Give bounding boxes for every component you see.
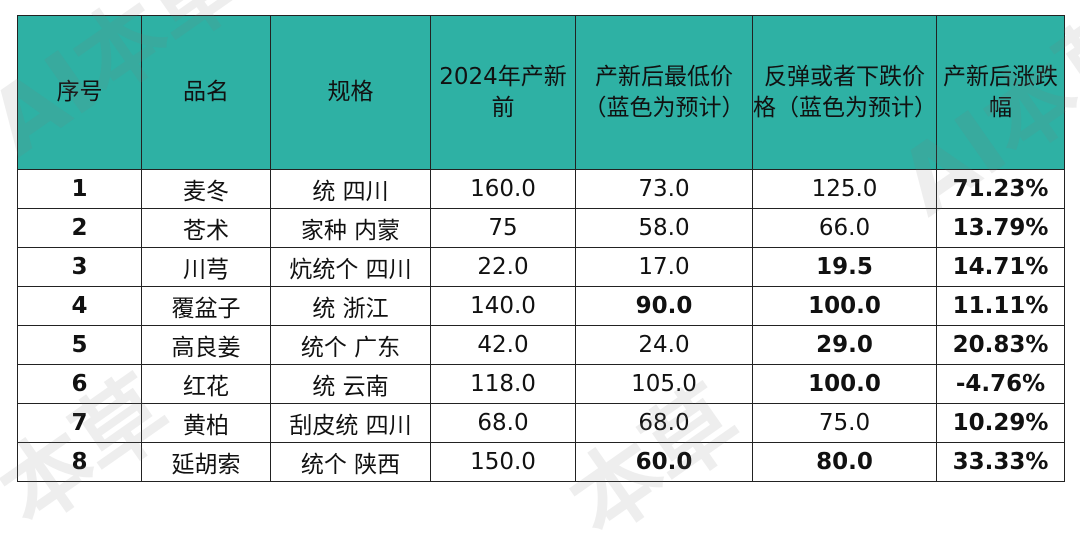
low-price-cell: 90.0 (575, 286, 753, 326)
spec-cell: 统 云南 (270, 364, 431, 404)
low-price-cell: 17.0 (575, 247, 753, 287)
low-price-cell: 24.0 (575, 325, 753, 365)
rebound-price-cell: 75.0 (752, 403, 937, 443)
change-cell: 13.79% (936, 208, 1065, 248)
pre-price-cell: 22.0 (430, 247, 576, 287)
low-price-cell: 60.0 (575, 442, 753, 482)
index-cell: 1 (17, 169, 142, 209)
table-row: 7 黄柏 刮皮统 四川 68.0 68.0 75.0 10.29% (17, 403, 1065, 443)
index-cell: 2 (17, 208, 142, 248)
change-cell: 14.71% (936, 247, 1065, 287)
rebound-price-cell: 100.0 (752, 364, 937, 404)
rebound-price-cell: 29.0 (752, 325, 937, 365)
table-row: 3 川芎 炕统个 四川 22.0 17.0 19.5 14.71% (17, 247, 1065, 287)
pre-price-cell: 150.0 (430, 442, 576, 482)
pre-price-cell: 118.0 (430, 364, 576, 404)
header-row: 序号 品名 规格 2024年产新前 产新后最低价（蓝色为预计） 反弹或者下跌价格… (17, 15, 1065, 170)
index-cell: 3 (17, 247, 142, 287)
table-header: 序号 品名 规格 2024年产新前 产新后最低价（蓝色为预计） 反弹或者下跌价格… (17, 15, 1065, 170)
name-cell: 覆盆子 (141, 286, 271, 326)
change-cell: -4.76% (936, 364, 1065, 404)
rebound-price-cell: 125.0 (752, 169, 937, 209)
rebound-price-cell: 100.0 (752, 286, 937, 326)
spec-cell: 家种 内蒙 (270, 208, 431, 248)
name-cell: 延胡索 (141, 442, 271, 482)
name-cell: 苍术 (141, 208, 271, 248)
spec-cell: 统个 陕西 (270, 442, 431, 482)
header-spec: 规格 (270, 15, 431, 170)
pre-price-cell: 75 (430, 208, 576, 248)
spec-cell: 统 浙江 (270, 286, 431, 326)
spec-cell: 刮皮统 四川 (270, 403, 431, 443)
table-body: 1 麦冬统 四川 160.0 73.0 125.0 71.23% 2 苍术 家种 内蒙 75 58.… (17, 169, 1065, 482)
pre-price-cell: 68.0 (430, 403, 576, 443)
header-low-price: 产新后最低价（蓝色为预计） (575, 15, 753, 170)
name-cell: 川芎 (141, 247, 271, 287)
low-price-cell: 105.0 (575, 364, 753, 404)
table-row: 6 红花统 云南 118.0 105.0 100.0 -4.76% (17, 364, 1065, 404)
name-cell: 麦冬 (141, 169, 271, 209)
price-table: 序号 品名 规格 2024年产新前 产新后最低价（蓝色为预计） 反弹或者下跌价格… (17, 15, 1065, 482)
change-cell: 33.33% (936, 442, 1065, 482)
header-rebound-price: 反弹或者下跌价格（蓝色为预计） (752, 15, 937, 170)
low-price-cell: 58.0 (575, 208, 753, 248)
name-cell: 红花 (141, 364, 271, 404)
index-cell: 5 (17, 325, 142, 365)
low-price-cell: 68.0 (575, 403, 753, 443)
name-cell: 高良姜 (141, 325, 271, 365)
spec-cell: 统 四川 (270, 169, 431, 209)
spec-cell: 炕统个 四川 (270, 247, 431, 287)
header-index: 序号 (17, 15, 142, 170)
spec-cell: 统个 广东 (270, 325, 431, 365)
rebound-price-cell: 66.0 (752, 208, 937, 248)
pre-price-cell: 42.0 (430, 325, 576, 365)
pre-price-cell: 160.0 (430, 169, 576, 209)
index-cell: 8 (17, 442, 142, 482)
change-cell: 10.29% (936, 403, 1065, 443)
table-row: 1 麦冬统 四川 160.0 73.0 125.0 71.23% (17, 169, 1065, 209)
table-row: 8 延胡索 统个 陕西 150.0 60.0 80.0 33.33% (17, 442, 1065, 482)
table-row: 4 覆盆子统 浙江 140.0 90.0 100.0 11.11% (17, 286, 1065, 326)
pre-price-cell: 140.0 (430, 286, 576, 326)
header-name: 品名 (141, 15, 271, 170)
name-cell: 黄柏 (141, 403, 271, 443)
low-price-cell: 73.0 (575, 169, 753, 209)
header-pre-price: 2024年产新前 (430, 15, 576, 170)
rebound-price-cell: 80.0 (752, 442, 937, 482)
index-cell: 6 (17, 364, 142, 404)
change-cell: 11.11% (936, 286, 1065, 326)
change-cell: 71.23% (936, 169, 1065, 209)
header-change: 产新后涨跌幅 (936, 15, 1065, 170)
index-cell: 7 (17, 403, 142, 443)
index-cell: 4 (17, 286, 142, 326)
rebound-price-cell: 19.5 (752, 247, 937, 287)
table-row: 5 高良姜 统个 广东 42.0 24.0 29.0 20.83% (17, 325, 1065, 365)
change-cell: 20.83% (936, 325, 1065, 365)
table-row: 2 苍术 家种 内蒙 75 58.0 66.0 13.79% (17, 208, 1065, 248)
